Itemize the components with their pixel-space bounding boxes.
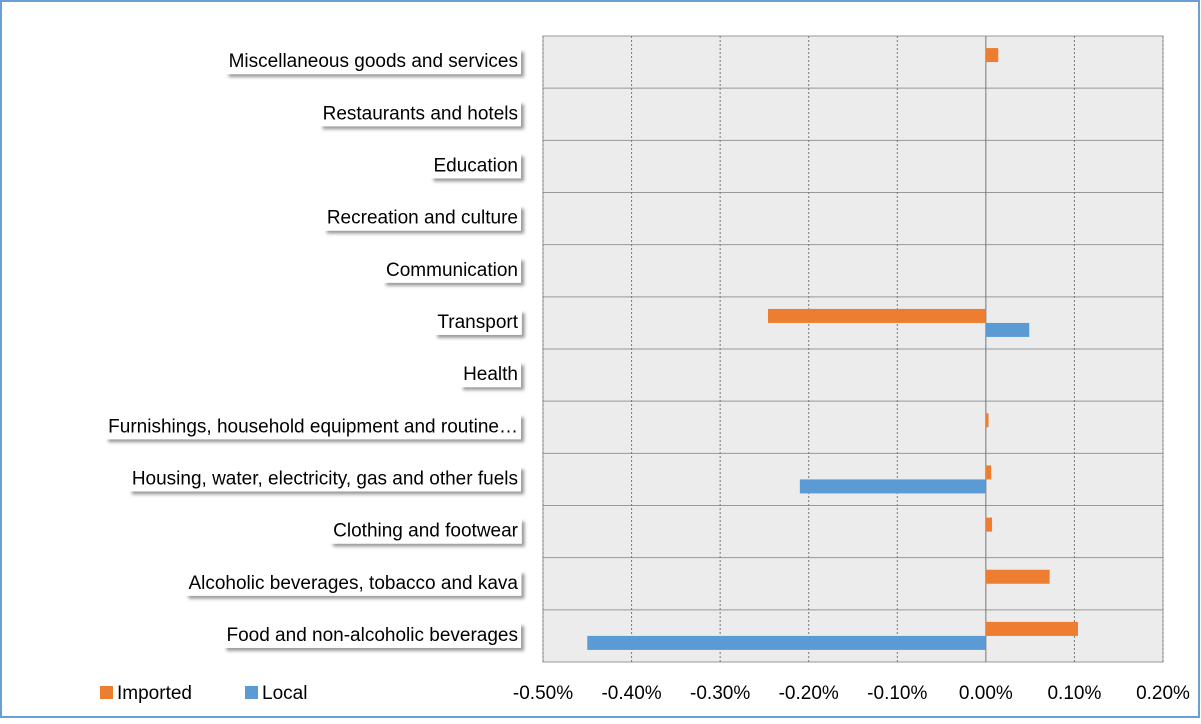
y-tick-label: Food and non-alcoholic beverages: [226, 625, 518, 646]
x-tick-label: -0.50%: [513, 683, 573, 704]
x-tick-label: 0.20%: [1136, 683, 1190, 704]
legend-label: Local: [262, 683, 307, 704]
bar: [985, 569, 1050, 584]
label-box: [319, 101, 521, 127]
label-box: [105, 414, 521, 440]
y-tick-label: Furnishings, household equipment and rou…: [108, 416, 518, 437]
y-tick-label: Education: [433, 155, 518, 176]
y-tick-label: Health: [463, 364, 518, 385]
bar: [799, 479, 986, 494]
bar: [985, 465, 992, 480]
legend-swatch: [245, 686, 258, 699]
x-tick-label: -0.10%: [867, 683, 927, 704]
x-tick-label: 0.00%: [959, 683, 1013, 704]
bar: [767, 308, 986, 323]
x-tick-label: -0.20%: [779, 683, 839, 704]
label-box: [460, 362, 521, 388]
x-tick-label: 0.10%: [1047, 683, 1101, 704]
y-tick-label: Housing, water, electricity, gas and oth…: [132, 468, 518, 489]
y-tick-label: Clothing and footwear: [333, 521, 519, 542]
legend-swatch: [100, 686, 113, 699]
label-box: [128, 466, 521, 492]
y-tick-label: Recreation and culture: [327, 208, 518, 229]
bar: [985, 48, 999, 63]
y-tick-label: Miscellaneous goods and services: [229, 51, 518, 72]
bar: [985, 621, 1078, 636]
label-box: [323, 205, 521, 231]
label-box: [434, 309, 522, 335]
x-tick-label: -0.40%: [601, 683, 661, 704]
bar: [985, 517, 993, 532]
label-box: [225, 49, 521, 75]
x-tick-label: -0.30%: [690, 683, 750, 704]
y-tick-label: Restaurants and hotels: [323, 103, 518, 124]
label-box: [383, 257, 521, 283]
bar: [985, 413, 989, 428]
y-tick-label: Communication: [386, 260, 518, 281]
y-tick-label: Transport: [437, 312, 518, 333]
bar: [985, 322, 1030, 337]
y-tick-label: Alcoholic beverages, tobacco and kava: [188, 573, 518, 594]
label-box: [330, 518, 522, 544]
label-box: [185, 570, 522, 596]
legend-label: Imported: [117, 683, 192, 704]
label-box: [430, 153, 521, 179]
label-box: [223, 622, 521, 648]
bar: [587, 635, 986, 650]
